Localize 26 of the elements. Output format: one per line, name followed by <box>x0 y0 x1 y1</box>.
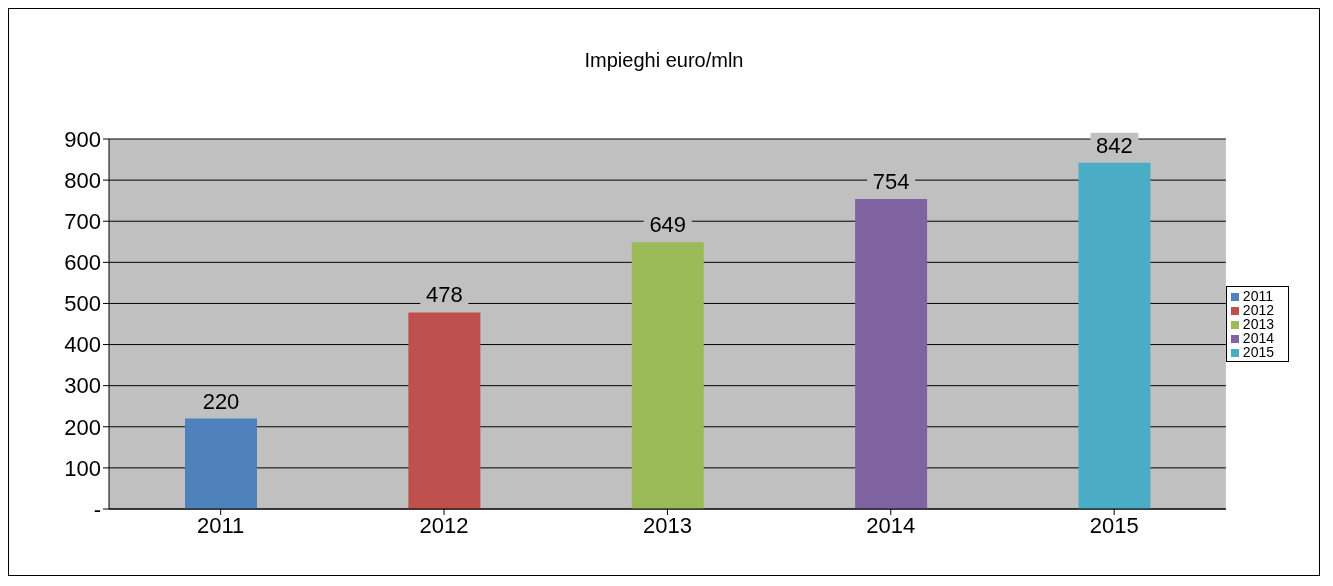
x-tick-label: 2013 <box>642 512 692 538</box>
legend-label: 2012 <box>1242 302 1274 318</box>
data-label: 754 <box>872 169 910 195</box>
y-tick-label: 500 <box>64 291 101 317</box>
chart-title: Impieghi euro/mln <box>583 48 745 73</box>
legend-label: 2013 <box>1242 316 1274 332</box>
legend-label: 2014 <box>1242 330 1274 346</box>
y-tick-label: 900 <box>64 126 101 152</box>
data-label: 478 <box>426 282 463 308</box>
y-tick-label: 700 <box>64 209 101 235</box>
y-tick-label: 600 <box>64 250 101 276</box>
legend-label: 2011 <box>1242 288 1273 304</box>
data-label: 649 <box>649 212 687 238</box>
data-label: 220 <box>202 388 240 414</box>
legend-label: 2015 <box>1242 344 1274 360</box>
y-tick-label: 800 <box>64 167 101 193</box>
x-tick-label: 2011 <box>197 512 245 538</box>
y-tick-label: 300 <box>64 373 101 399</box>
x-tick-label: 2014 <box>866 512 916 538</box>
data-label: 842 <box>1096 132 1133 158</box>
x-tick-label: 2015 <box>1089 512 1139 538</box>
y-tick-label: 400 <box>64 332 101 358</box>
y-tick-label: 100 <box>64 455 101 481</box>
y-tick-label: - <box>93 496 101 522</box>
x-tick-label: 2012 <box>419 512 469 538</box>
y-tick-label: 200 <box>64 414 101 440</box>
